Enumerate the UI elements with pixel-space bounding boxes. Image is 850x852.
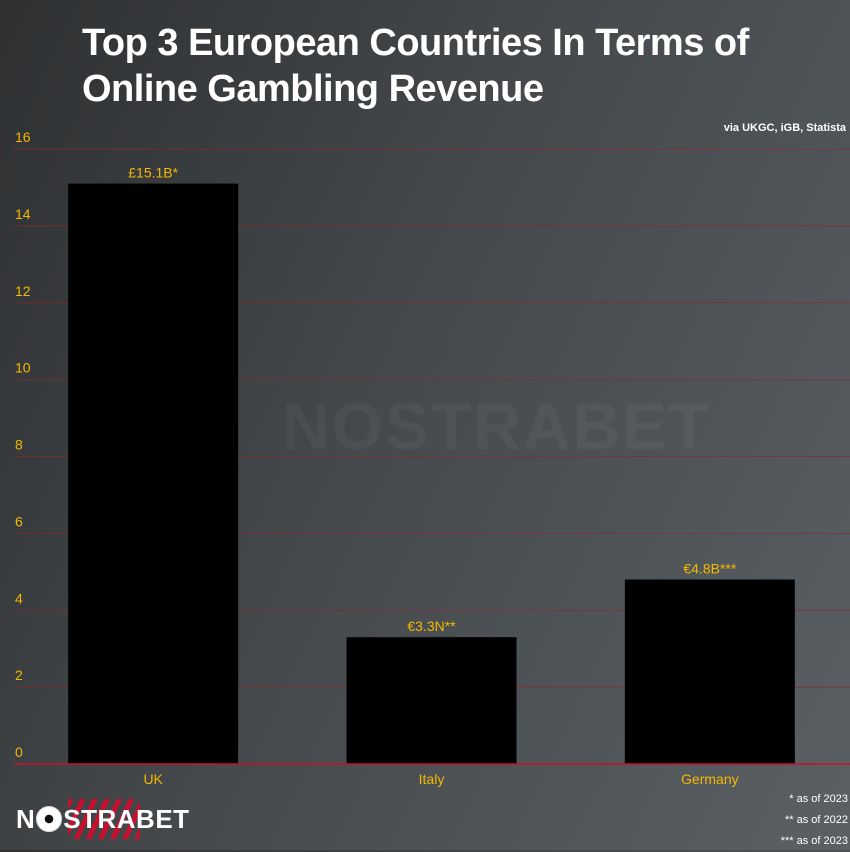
y-tick-label: 10 [15, 360, 31, 376]
logo-text-start: N [16, 803, 36, 834]
x-tick-label: Germany [681, 771, 739, 787]
y-tick-label: 4 [15, 590, 23, 606]
nostrabet-logo: N STRABET [16, 799, 190, 839]
y-tick-label: 8 [15, 437, 23, 453]
y-tick-label: 12 [15, 283, 31, 299]
data-label: €3.3N** [407, 618, 456, 634]
logo-stripes [68, 799, 140, 839]
data-label: £15.1B* [128, 165, 178, 181]
data-label: €4.8B*** [683, 561, 736, 577]
footnotes: * as of 2023 ** as of 2022 *** as of 202… [781, 789, 848, 852]
soccer-ball-icon [36, 806, 63, 832]
chart-title: Top 3 European Countries In Terms of Onl… [82, 20, 802, 112]
bar [68, 183, 239, 764]
y-tick-label: 2 [15, 667, 23, 683]
logo-text: N STRABET [16, 804, 190, 835]
y-tick-label: 16 [15, 129, 31, 145]
logo-text-end: STRABET [63, 803, 190, 834]
footnote-2: ** as of 2022 [785, 814, 848, 826]
watermark-logo: NOSTRABET [282, 388, 711, 464]
y-tick-label: 6 [15, 513, 23, 529]
x-tick-label: UK [143, 771, 163, 787]
bar [346, 637, 517, 764]
source-note: via UKGC, iGB, Statista [723, 122, 846, 134]
y-tick-label: 0 [15, 744, 23, 760]
y-tick-label: 14 [15, 206, 31, 222]
footnote-1: * as of 2023 [789, 793, 848, 805]
footnote-3: *** as of 2023 [780, 835, 848, 847]
x-tick-label: Italy [419, 771, 445, 787]
chart-title-line-1: Top 3 European Countries In Terms of [82, 22, 749, 64]
bar [624, 579, 795, 764]
chart-title-line-2: Online Gambling Revenue [82, 68, 544, 110]
